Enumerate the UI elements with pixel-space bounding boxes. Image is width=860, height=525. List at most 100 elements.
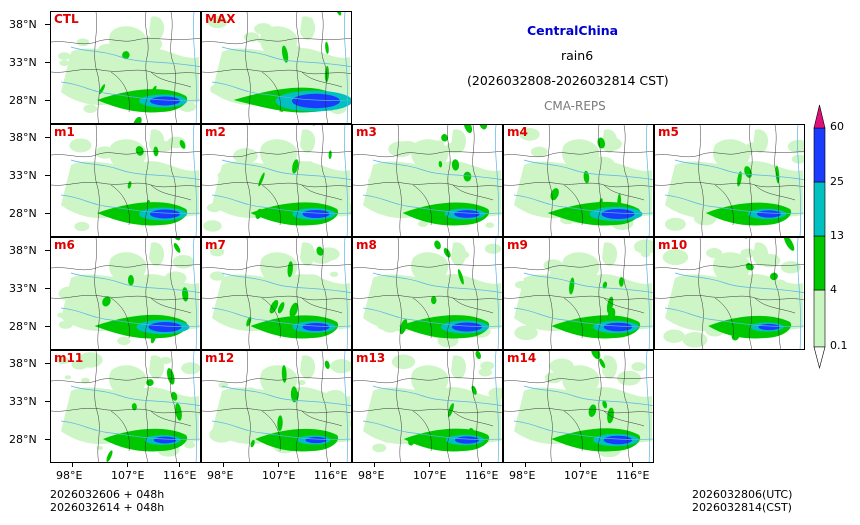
colorbar-level-label: 4 bbox=[830, 283, 837, 296]
rain-patch bbox=[572, 406, 589, 417]
rain-core-intense bbox=[452, 322, 482, 332]
rain-patch bbox=[297, 379, 306, 386]
rain-core-intense bbox=[153, 436, 177, 444]
lon-tick-mark bbox=[374, 463, 375, 467]
river bbox=[192, 238, 198, 349]
rain-streak bbox=[463, 171, 472, 182]
province-boundary bbox=[412, 184, 432, 226]
rain-streak bbox=[250, 439, 255, 448]
rain-streak bbox=[479, 125, 488, 130]
rain-patch bbox=[381, 433, 396, 443]
rain-streak bbox=[599, 358, 606, 369]
map-panel-m5: m5 bbox=[654, 124, 805, 237]
province-boundary bbox=[261, 297, 281, 339]
rain-streak bbox=[602, 281, 608, 289]
river bbox=[664, 307, 804, 327]
lat-tick-mark bbox=[45, 250, 50, 251]
rain-patch bbox=[740, 248, 756, 258]
rain-streak bbox=[281, 365, 287, 383]
rain-map bbox=[202, 125, 351, 236]
lon-tick-label: 98°E bbox=[56, 469, 83, 482]
rain-patch bbox=[787, 139, 804, 154]
rain-patch bbox=[681, 192, 691, 199]
province-boundary bbox=[446, 238, 451, 349]
colorbar-level-label: 0.1 bbox=[830, 339, 848, 352]
province-boundary bbox=[202, 69, 351, 75]
rain-patch bbox=[517, 192, 529, 200]
panel-label: m4 bbox=[507, 125, 528, 139]
rain-patch bbox=[289, 61, 303, 70]
province-boundary bbox=[603, 297, 645, 314]
colorbar-extend-min bbox=[813, 346, 826, 370]
province-boundary bbox=[301, 297, 343, 314]
rain-patch bbox=[172, 254, 195, 269]
province-boundary bbox=[301, 71, 343, 88]
rain-streak bbox=[408, 437, 415, 446]
rain-streak bbox=[775, 165, 780, 184]
rain-patch bbox=[480, 361, 495, 371]
province-boundary bbox=[714, 297, 734, 339]
province-boundary bbox=[51, 295, 200, 301]
rain-patch bbox=[142, 305, 159, 316]
lat-tick-mark bbox=[45, 363, 50, 364]
river bbox=[513, 307, 653, 327]
panel-label: m12 bbox=[205, 351, 235, 365]
map-panel-m8: m8 bbox=[352, 237, 503, 350]
rain-streak bbox=[617, 193, 622, 211]
rain-map bbox=[202, 12, 351, 123]
province-boundary bbox=[321, 125, 328, 236]
province-boundary bbox=[170, 12, 177, 123]
rain-patch bbox=[370, 423, 384, 432]
province-boundary bbox=[655, 182, 804, 188]
rain-patch bbox=[292, 416, 306, 425]
rain-patch bbox=[97, 43, 119, 57]
province-boundary bbox=[51, 150, 200, 158]
colorbar-segment-1 bbox=[813, 235, 826, 291]
panel-label: CTL bbox=[54, 12, 79, 26]
rain-patch bbox=[408, 397, 423, 406]
map-panel-max: MAX bbox=[201, 11, 352, 124]
rain-streak bbox=[316, 246, 324, 256]
rain-patch bbox=[233, 148, 258, 164]
rain-patch bbox=[631, 362, 646, 372]
rain-patch bbox=[58, 286, 82, 302]
rain-core-intense bbox=[150, 96, 180, 106]
rain-streak bbox=[171, 238, 181, 241]
rain-map bbox=[504, 238, 653, 349]
rain-streak bbox=[127, 274, 134, 286]
river bbox=[362, 420, 502, 440]
province-boundary bbox=[504, 182, 653, 188]
rain-patch bbox=[58, 52, 71, 61]
rain-patch bbox=[514, 281, 528, 289]
rain-core-intense bbox=[302, 209, 330, 219]
valid-time-cst: 2026032814(CST) bbox=[692, 501, 792, 514]
river bbox=[523, 272, 653, 294]
rain-patch bbox=[590, 156, 615, 172]
province-boundary bbox=[547, 125, 553, 236]
river bbox=[192, 12, 198, 123]
province-boundary bbox=[504, 295, 653, 301]
panel-label: m1 bbox=[54, 125, 75, 139]
lat-tick-mark bbox=[45, 100, 50, 101]
rain-streak bbox=[292, 159, 299, 174]
province-boundary bbox=[170, 351, 177, 462]
rain-streak bbox=[277, 415, 283, 432]
province-boundary bbox=[563, 297, 583, 339]
province-boundary bbox=[261, 71, 281, 113]
rain-streak bbox=[281, 45, 289, 63]
lon-tick-label: 107°E bbox=[111, 469, 145, 482]
rain-patch bbox=[59, 59, 70, 67]
rain-patch bbox=[327, 394, 335, 400]
panel-label: m6 bbox=[54, 238, 75, 252]
rain-core-intense bbox=[758, 323, 780, 331]
rain-patch bbox=[519, 127, 540, 141]
lat-tick-label: 28°N bbox=[9, 94, 37, 107]
rain-core-intense bbox=[603, 435, 633, 445]
panel-label: m7 bbox=[205, 238, 226, 252]
rain-streak bbox=[325, 41, 329, 54]
river bbox=[362, 194, 502, 214]
river bbox=[211, 194, 351, 214]
lon-tick-mark bbox=[481, 463, 482, 467]
rain-patch bbox=[131, 166, 139, 172]
rain-patch bbox=[210, 247, 225, 257]
